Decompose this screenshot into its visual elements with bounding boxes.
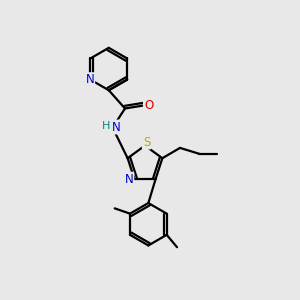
Text: S: S <box>143 136 150 148</box>
Text: H: H <box>102 121 110 131</box>
Text: N: N <box>85 73 94 86</box>
Text: N: N <box>112 121 121 134</box>
Text: N: N <box>124 173 133 186</box>
Text: O: O <box>144 99 153 112</box>
